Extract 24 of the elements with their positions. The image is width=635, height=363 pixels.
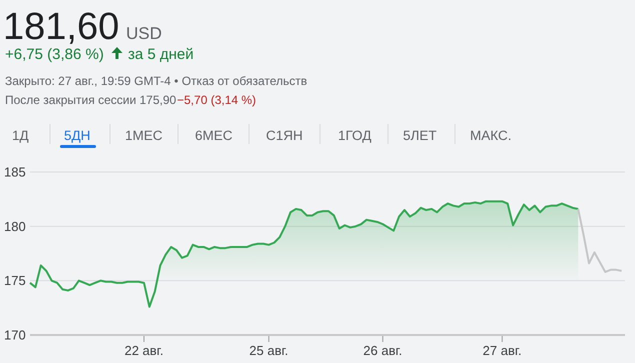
line-series bbox=[577, 208, 623, 273]
text: −5,70 (3,14 %) bbox=[177, 93, 256, 107]
text: 1ГОД bbox=[338, 128, 372, 143]
chart-title: 181,60 bbox=[3, 6, 120, 48]
y-tick-label: 185 bbox=[4, 164, 26, 180]
text: 5ДН bbox=[64, 128, 90, 143]
x-tick-label: 22 авг. bbox=[124, 343, 164, 358]
y-tick-label: 170 bbox=[4, 328, 26, 342]
text: +6,75 (3,86 %) bbox=[5, 46, 104, 63]
text: После закрытия сессии 175,90 bbox=[5, 93, 177, 107]
x-tick-label: 27 авг. bbox=[482, 343, 522, 358]
text: 5ЛЕТ bbox=[403, 128, 437, 143]
y-tick-label: 175 bbox=[4, 273, 26, 288]
text: за 5 дней bbox=[128, 46, 194, 63]
x-tick-label: 25 авг. bbox=[249, 343, 288, 358]
text: С1ЯН bbox=[266, 128, 303, 143]
text: 1МЕС bbox=[125, 128, 163, 143]
x-tick-label: 26 авг. bbox=[363, 343, 402, 358]
text: МАКС. bbox=[470, 128, 512, 143]
y-tick-label: 180 bbox=[4, 218, 26, 234]
text: 1Д bbox=[12, 128, 29, 143]
text: 6МЕС bbox=[195, 128, 233, 143]
text: USD bbox=[126, 24, 162, 43]
text: Закрыто: 27 авг., 19:59 GMT-4 • Отказ от обязательств bbox=[5, 74, 308, 88]
